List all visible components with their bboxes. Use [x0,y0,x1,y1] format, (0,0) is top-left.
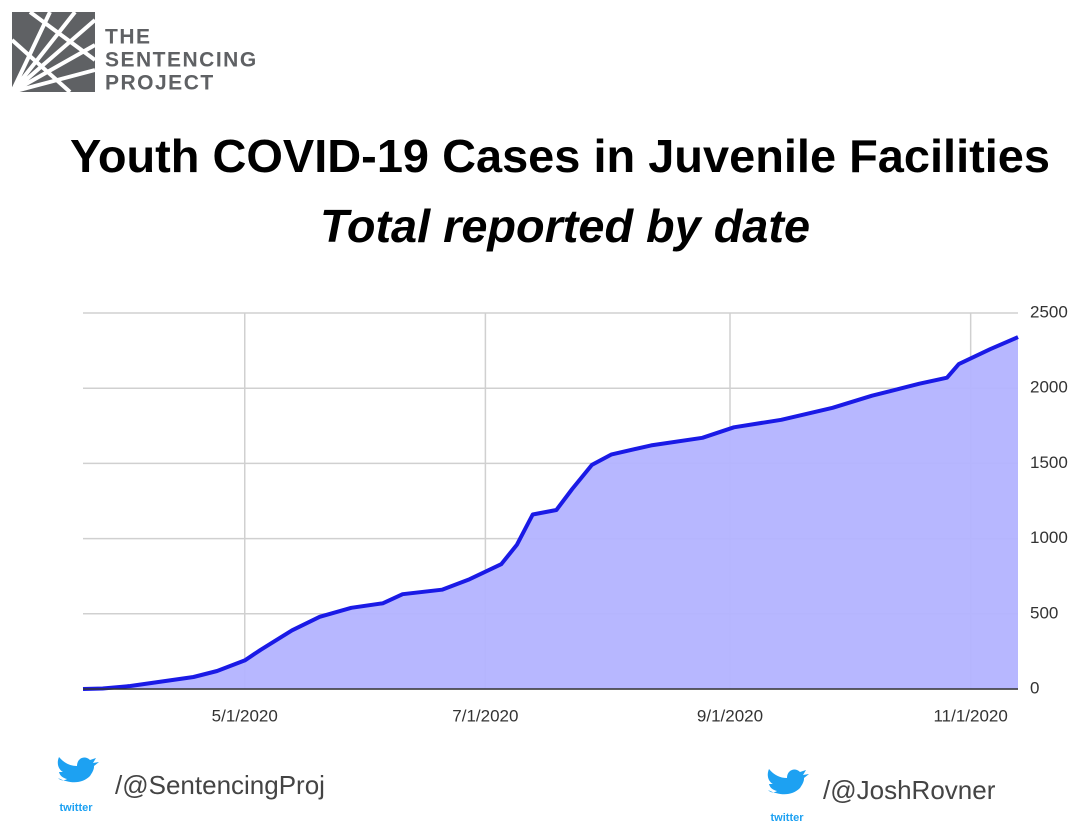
y-tick-label: 2500 [1030,302,1068,321]
handle[interactable]: /@SentencingProj [115,770,325,800]
twitter-icon [57,757,99,783]
x-tick-label: 7/1/2020 [452,706,518,725]
logo-text: THE [105,26,152,49]
logo-text: SENTENCING [105,49,258,72]
twitter-icon [767,769,809,795]
twitter-label: twitter [60,802,94,814]
logo: THE SENTENCING PROJECT [10,10,258,95]
y-tick-label: 1000 [1030,528,1068,547]
handle[interactable]: /@JoshRovner [823,775,996,805]
y-tick-label: 0 [1030,678,1039,697]
logo-lines [10,10,97,94]
chart-subtitle: Total reported by date [320,200,810,252]
y-tick-label: 500 [1030,603,1058,622]
footer: twitter /@SentencingProj twitter /@JoshR… [57,757,996,824]
y-tick-label: 2000 [1030,378,1068,397]
plot: 0 500 1000 1500 2000 2500 5/1/2020 7/1/2020 9/1/… [82,302,1068,725]
x-tick-label: 9/1/2020 [697,706,763,725]
x-tick-label: 11/1/2020 [933,706,1007,725]
x-tick-label: 5/1/2020 [212,706,278,725]
series-line [82,335,1019,691]
y-tick-label: 1500 [1030,453,1068,472]
chart-title: Youth COVID-19 Cases in Juvenile Facilit… [70,130,1050,182]
twitter-label: twitter [771,812,805,824]
logo-text: PROJECT [105,72,215,95]
